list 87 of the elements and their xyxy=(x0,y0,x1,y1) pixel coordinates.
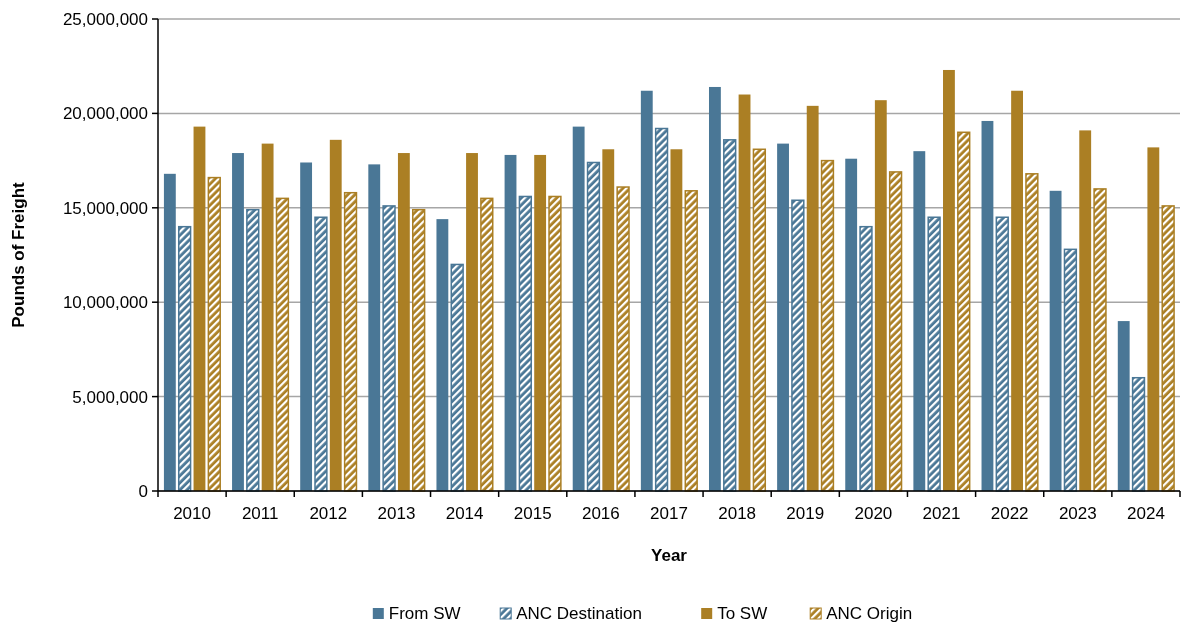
bar xyxy=(616,186,630,492)
bar xyxy=(314,216,328,492)
x-tick-label: 2016 xyxy=(581,504,620,523)
bar xyxy=(995,216,1009,492)
bar xyxy=(927,216,941,492)
bar xyxy=(466,153,478,491)
x-tick-label: 2020 xyxy=(854,504,893,523)
bar xyxy=(806,105,819,491)
bar xyxy=(791,199,805,492)
y-tick-label: 15,000,000 xyxy=(62,198,148,218)
legend-label: ANC Origin xyxy=(826,604,913,623)
bar xyxy=(845,158,858,491)
bar xyxy=(300,162,313,491)
bar xyxy=(275,197,290,492)
bar xyxy=(1011,90,1023,491)
x-tick-label: 2024 xyxy=(1127,504,1165,523)
bar xyxy=(397,153,410,491)
bar xyxy=(343,191,358,492)
bar xyxy=(207,176,221,492)
bar xyxy=(368,164,381,491)
bar xyxy=(1079,130,1092,491)
bar xyxy=(548,195,562,492)
bar xyxy=(913,151,926,491)
bar xyxy=(1147,147,1160,491)
bar xyxy=(232,153,244,491)
bar xyxy=(1049,190,1062,491)
x-tick-label: 2022 xyxy=(990,504,1029,523)
bar xyxy=(684,190,698,492)
y-tick-label: 25,000,000 xyxy=(62,9,148,29)
bar xyxy=(602,149,615,491)
bar xyxy=(777,143,789,491)
legend-label: From SW xyxy=(388,604,461,623)
bar xyxy=(412,208,426,492)
bar xyxy=(738,94,751,491)
x-tick-label: 2023 xyxy=(1058,504,1097,523)
bar xyxy=(450,263,464,492)
bar xyxy=(261,143,274,491)
bar xyxy=(1131,376,1146,492)
bar xyxy=(382,205,396,492)
bar xyxy=(1063,248,1078,492)
bar xyxy=(874,100,887,491)
bar xyxy=(586,161,601,492)
bar xyxy=(177,225,192,492)
legend-label: To SW xyxy=(717,604,768,623)
y-tick-label: 10,000,000 xyxy=(62,293,148,313)
x-tick-label: 2017 xyxy=(650,504,688,523)
bar xyxy=(888,171,903,492)
bar xyxy=(859,225,873,492)
bar xyxy=(193,126,206,491)
x-axis-title: Year xyxy=(651,546,688,565)
x-tick-label: 2021 xyxy=(922,504,961,523)
bar xyxy=(957,131,971,492)
bar xyxy=(246,208,260,492)
x-tick-label: 2012 xyxy=(309,504,348,523)
bar xyxy=(572,126,585,491)
bar xyxy=(752,148,767,492)
bar xyxy=(1025,173,1039,492)
bar xyxy=(329,139,342,491)
x-tick-label: 2014 xyxy=(445,504,484,523)
y-tick-label: 5,000,000 xyxy=(72,387,148,407)
x-tick-label: 2013 xyxy=(377,504,416,523)
bar xyxy=(708,86,721,491)
x-tick-label: 2015 xyxy=(513,504,552,523)
bar xyxy=(436,219,449,491)
y-tick-label: 0 xyxy=(138,481,148,501)
bar xyxy=(670,149,683,491)
bar xyxy=(1117,321,1130,491)
bar xyxy=(534,154,547,491)
bar xyxy=(480,197,494,492)
bar xyxy=(163,173,176,491)
legend-label: ANC Destination xyxy=(516,604,642,623)
x-tick-label: 2011 xyxy=(241,504,279,523)
x-tick-label: 2018 xyxy=(718,504,757,523)
y-tick-label: 20,000,000 xyxy=(62,104,148,124)
bar xyxy=(1093,188,1107,492)
bar xyxy=(518,195,532,492)
y-axis-title: Pounds of Freight xyxy=(9,181,28,328)
bar xyxy=(981,120,994,491)
bar xyxy=(820,159,835,492)
x-tick-label: 2010 xyxy=(173,504,211,523)
x-tick-label: 2019 xyxy=(786,504,825,523)
bar xyxy=(504,154,517,491)
bar xyxy=(723,139,737,492)
bar xyxy=(1161,205,1175,492)
bar xyxy=(640,90,653,491)
bar xyxy=(654,127,669,492)
bar xyxy=(943,69,955,491)
